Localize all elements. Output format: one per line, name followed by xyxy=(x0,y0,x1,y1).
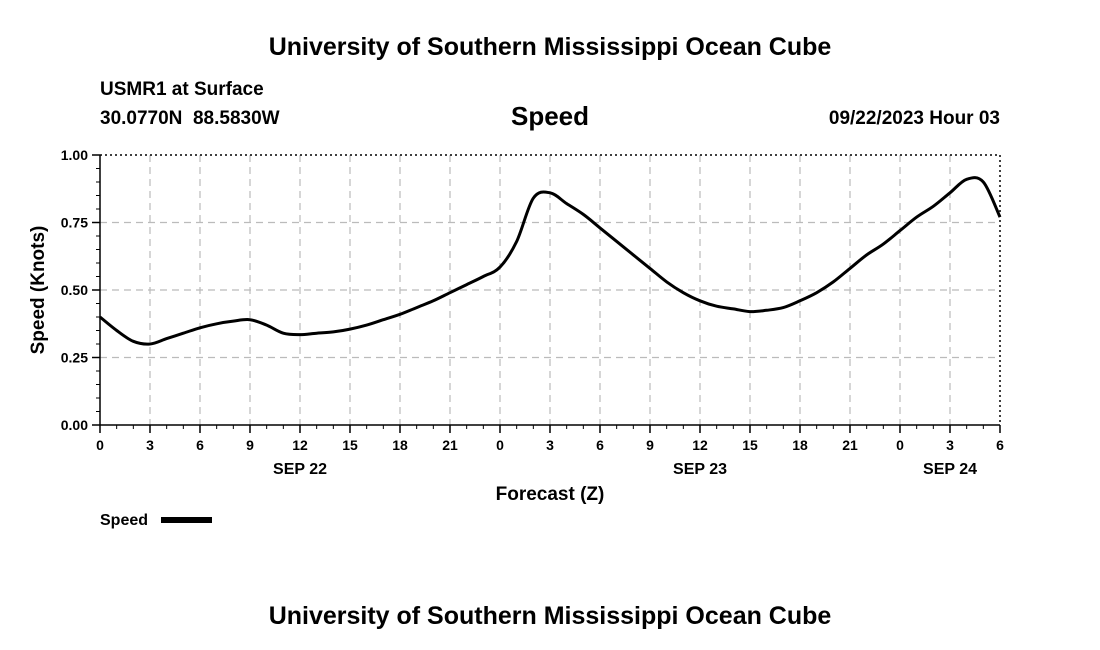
x-tick-label: 21 xyxy=(842,437,858,453)
y-tick-label: 0.75 xyxy=(61,215,88,231)
x-tick-label: 15 xyxy=(342,437,358,453)
legend-label: Speed xyxy=(100,512,148,529)
x-axis-title: Forecast (Z) xyxy=(496,484,605,505)
y-axis-title: Speed (Knots) xyxy=(28,226,49,355)
x-tick-label: 9 xyxy=(246,437,254,453)
x-tick-label: 12 xyxy=(692,437,708,453)
x-tick-label: 0 xyxy=(96,437,104,453)
station-coords: 30.0770N 88.5830W xyxy=(100,108,280,129)
y-tick-label: 0.50 xyxy=(61,282,88,298)
footer-title: University of Southern Mississippi Ocean… xyxy=(269,602,832,630)
x-tick-label: 18 xyxy=(392,437,408,453)
x-tick-label: 0 xyxy=(496,437,504,453)
x-tick-label: 3 xyxy=(146,437,154,453)
x-day-label: SEP 24 xyxy=(923,461,977,478)
y-tick-label: 1.00 xyxy=(61,147,88,163)
x-tick-label: 6 xyxy=(996,437,1004,453)
x-day-label: SEP 23 xyxy=(673,461,727,478)
y-tick-label: 0.25 xyxy=(61,350,88,366)
x-tick-label: 6 xyxy=(196,437,204,453)
x-tick-label: 0 xyxy=(896,437,904,453)
x-tick-label: 15 xyxy=(742,437,758,453)
y-tick-label: 0.00 xyxy=(61,417,88,433)
x-tick-label: 6 xyxy=(596,437,604,453)
x-tick-label: 3 xyxy=(946,437,954,453)
variable-title: Speed xyxy=(511,101,589,131)
station-label: USMR1 at Surface xyxy=(100,79,264,100)
chart-title: University of Southern Mississippi Ocean… xyxy=(269,33,832,61)
x-tick-label: 18 xyxy=(792,437,808,453)
x-day-label: SEP 22 xyxy=(273,461,327,478)
forecast-datetime: 09/22/2023 Hour 03 xyxy=(829,108,1000,129)
x-tick-label: 9 xyxy=(646,437,654,453)
x-tick-label: 12 xyxy=(292,437,308,453)
x-tick-label: 21 xyxy=(442,437,458,453)
series-line-speed xyxy=(99,176,1002,346)
x-tick-label: 3 xyxy=(546,437,554,453)
